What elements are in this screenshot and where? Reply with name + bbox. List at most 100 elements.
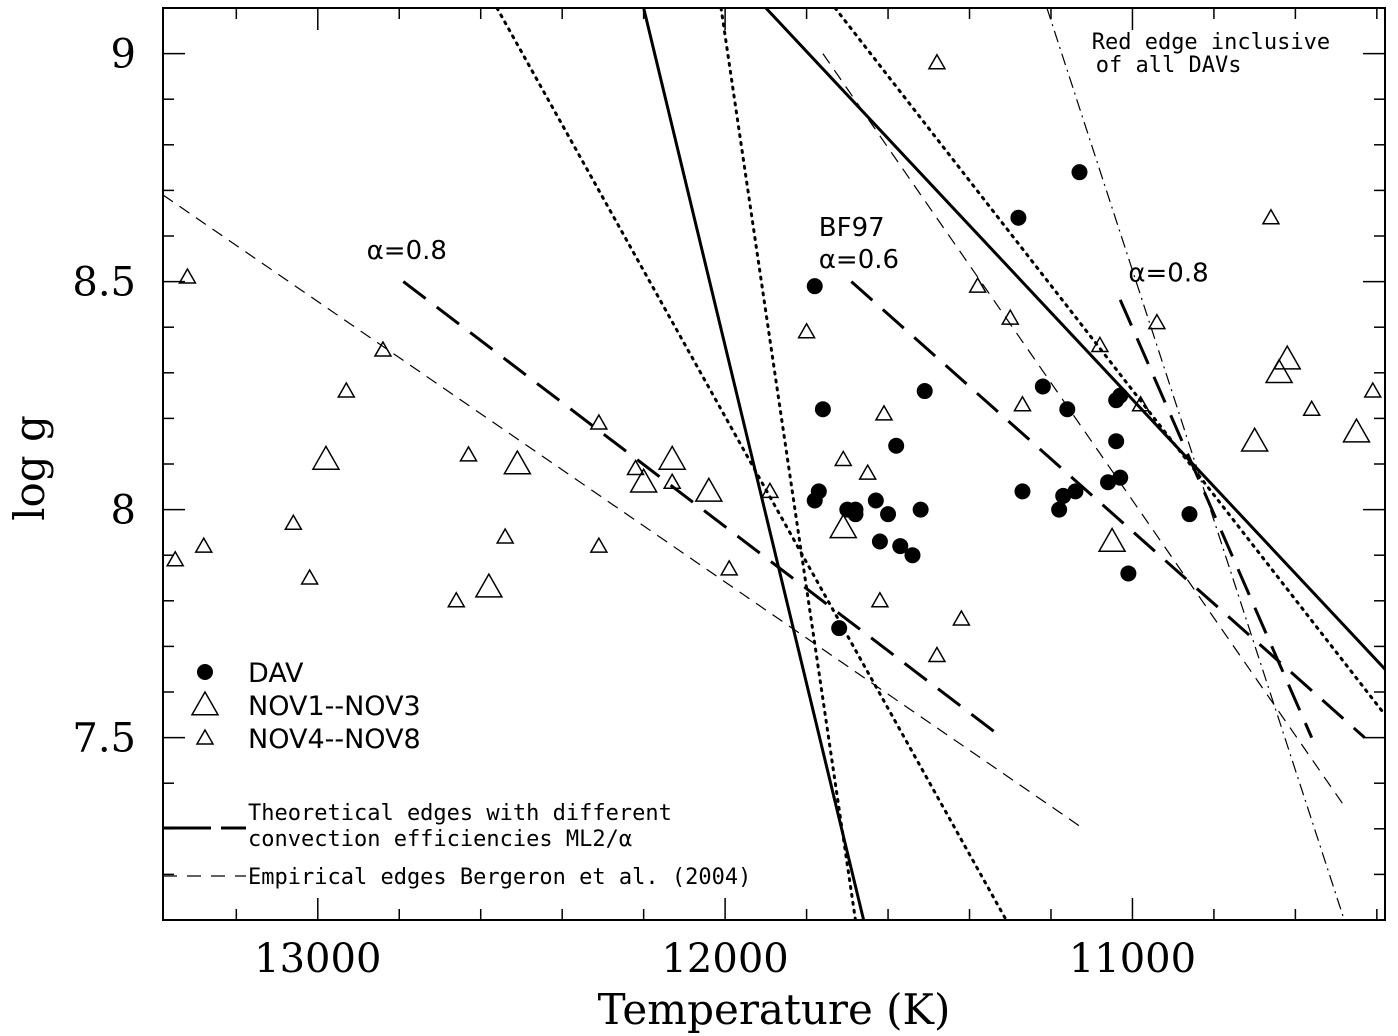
edge-line-solid-thick bbox=[764, 8, 1385, 671]
dav-point bbox=[1059, 401, 1076, 418]
nov4-8-point bbox=[1363, 381, 1383, 398]
edge-line-long-dash bbox=[402, 280, 1004, 739]
y-tick-label: 8.5 bbox=[72, 260, 136, 306]
nov1-3-point bbox=[629, 467, 658, 493]
nov4-8-point bbox=[927, 646, 947, 663]
nov4-8-point bbox=[874, 404, 894, 421]
edge-line-dotted bbox=[495, 8, 1008, 920]
nov4-8-point bbox=[165, 550, 185, 567]
edge-line-short-dash bbox=[163, 194, 1084, 830]
nov4-8-point bbox=[589, 413, 609, 430]
annotation-label: α=0.8 bbox=[367, 236, 447, 266]
dav-point bbox=[1100, 474, 1117, 491]
nov4-8-point bbox=[626, 459, 645, 476]
nov4-8-point bbox=[833, 449, 853, 467]
edge-line-short-dash bbox=[822, 53, 1345, 807]
dav-point bbox=[1108, 433, 1125, 450]
nov4-8-point bbox=[589, 536, 609, 553]
nov4-8-point bbox=[459, 445, 478, 462]
nov4-8-point bbox=[300, 568, 319, 585]
nov4-8-point bbox=[797, 322, 816, 339]
dav-point bbox=[1051, 501, 1068, 518]
legend-marker bbox=[190, 690, 220, 716]
nov1-3-point bbox=[1097, 527, 1127, 553]
nov4-8-point bbox=[662, 472, 682, 489]
nov4-8-point bbox=[337, 381, 356, 398]
nov1-3-point bbox=[311, 444, 341, 470]
annotation-label: of all DAVs bbox=[1096, 53, 1242, 78]
plot-frame bbox=[162, 7, 1386, 921]
axis-tick-labels: 13000 12000 11000 7.5 8 8.5 9 bbox=[72, 32, 1196, 982]
nov1-3-point bbox=[828, 513, 858, 539]
dav-point bbox=[814, 401, 831, 418]
nov4-8-point bbox=[719, 559, 739, 576]
legend-marker bbox=[197, 664, 213, 680]
nov1-3-point bbox=[1240, 426, 1269, 452]
nov4-8-point bbox=[952, 609, 971, 626]
nov4-8-point bbox=[446, 591, 466, 608]
nov1-3-point bbox=[1272, 344, 1302, 370]
x-axis-title: Temperature (K) bbox=[598, 985, 951, 1034]
dav-point bbox=[1014, 483, 1031, 500]
nov1-3-point bbox=[1264, 358, 1294, 384]
edge-line-dotted bbox=[719, 8, 857, 920]
dav-point bbox=[867, 492, 884, 509]
nov1-3-point bbox=[1342, 417, 1371, 443]
nov4-8-point bbox=[870, 591, 890, 608]
data-points bbox=[165, 53, 1383, 663]
nov4-8-point bbox=[1302, 399, 1321, 417]
edge-line-solid-thick bbox=[642, 8, 866, 920]
dav-point bbox=[916, 383, 933, 400]
legend-line-label: convection efficiencies ML2/α bbox=[248, 827, 632, 852]
dav-point bbox=[904, 547, 921, 564]
nov1-3-point bbox=[474, 572, 504, 598]
edge-line-long-dash bbox=[1118, 299, 1314, 739]
edge-line-dotted bbox=[833, 8, 1385, 717]
y-tick-label: 9 bbox=[111, 32, 136, 78]
x-tick-label: 12000 bbox=[661, 936, 788, 982]
annotation-label: BF97 bbox=[819, 213, 885, 243]
dav-point bbox=[880, 506, 897, 523]
dav-point bbox=[1112, 469, 1129, 486]
nov4-8-point bbox=[927, 53, 947, 70]
x-tick-label: 11000 bbox=[1069, 936, 1196, 982]
annotation-label: α=0.6 bbox=[819, 245, 899, 275]
edge-line-dash-dot bbox=[1046, 8, 1345, 920]
annotation-label: α=0.8 bbox=[1128, 259, 1208, 289]
nov1-3-point bbox=[694, 476, 724, 502]
legend-marker bbox=[195, 728, 215, 745]
nov1-3-point bbox=[503, 449, 532, 475]
nov4-8-point bbox=[760, 481, 780, 499]
dav-point bbox=[1181, 506, 1198, 523]
legend-line-label: Empirical edges Bergeron et al. (2004) bbox=[248, 865, 751, 890]
nov4-8-point bbox=[858, 463, 877, 480]
legend-label: DAV bbox=[248, 658, 304, 689]
dav-point bbox=[806, 278, 823, 295]
dav-point bbox=[1071, 164, 1088, 181]
nov4-8-point bbox=[1147, 313, 1167, 330]
dav-point bbox=[1055, 487, 1072, 504]
dav-point bbox=[892, 538, 909, 555]
legend-label: NOV1--NOV3 bbox=[248, 691, 421, 722]
dav-point bbox=[912, 501, 929, 518]
dav-point bbox=[1112, 387, 1129, 404]
nov4-8-point bbox=[194, 536, 214, 553]
nov4-8-point bbox=[373, 340, 393, 357]
legend-label: NOV4--NOV8 bbox=[248, 724, 421, 755]
edge-lines bbox=[163, 8, 1385, 920]
nov4-8-point bbox=[1000, 308, 1020, 325]
nov4-8-point bbox=[968, 276, 987, 293]
y-tick-label: 8 bbox=[111, 488, 136, 534]
dav-point bbox=[1010, 209, 1027, 226]
x-tick-label: 13000 bbox=[254, 936, 381, 982]
nov4-8-point bbox=[1131, 395, 1150, 412]
dav-point bbox=[810, 483, 827, 500]
axis-ticks bbox=[163, 7, 1385, 921]
nov4-8-point bbox=[495, 527, 515, 544]
nov1-3-point bbox=[657, 444, 687, 470]
dav-point bbox=[871, 533, 888, 550]
y-axis-title: log g bbox=[5, 415, 54, 521]
